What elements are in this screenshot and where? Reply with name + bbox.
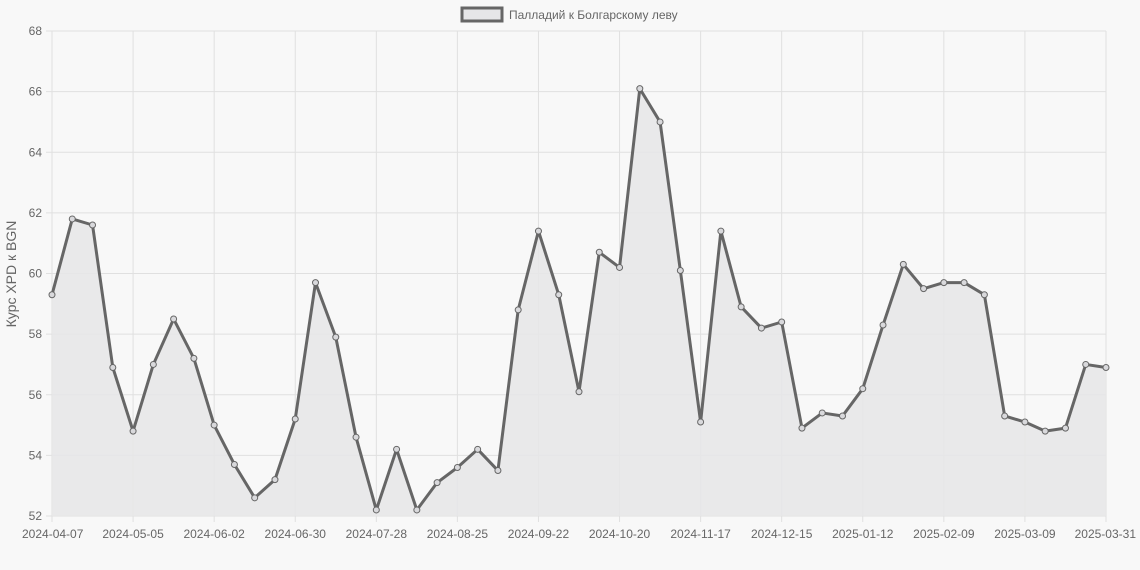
- x-tick-label: 2024-06-30: [265, 527, 327, 541]
- data-point[interactable]: [48, 291, 56, 299]
- data-point[interactable]: [89, 221, 97, 229]
- series-area: [52, 88, 1106, 516]
- legend[interactable]: Палладий к Болгарскому леву: [460, 6, 678, 23]
- data-point[interactable]: [778, 318, 786, 326]
- x-tick-label: 2024-04-07: [22, 527, 84, 541]
- x-tick-label: 2024-09-22: [508, 527, 570, 541]
- data-point[interactable]: [737, 303, 745, 311]
- data-point[interactable]: [68, 215, 76, 223]
- x-tick-label: 2024-11-17: [670, 527, 731, 541]
- data-point[interactable]: [474, 445, 482, 453]
- data-point[interactable]: [1082, 360, 1090, 368]
- data-point[interactable]: [717, 227, 725, 235]
- y-tick-label: 68: [29, 24, 43, 38]
- data-point[interactable]: [899, 260, 907, 268]
- data-point[interactable]: [575, 388, 583, 396]
- data-point[interactable]: [697, 418, 705, 426]
- data-point[interactable]: [1021, 418, 1029, 426]
- legend-swatch[interactable]: [460, 6, 504, 23]
- x-tick-label: 2024-06-02: [183, 527, 245, 541]
- data-point[interactable]: [616, 263, 624, 271]
- data-point[interactable]: [413, 506, 421, 514]
- data-point[interactable]: [636, 85, 644, 93]
- data-point[interactable]: [190, 354, 198, 362]
- data-point[interactable]: [1001, 412, 1009, 420]
- y-tick-label: 60: [29, 267, 43, 281]
- data-point[interactable]: [453, 464, 461, 471]
- data-point[interactable]: [372, 506, 380, 514]
- data-point[interactable]: [798, 424, 806, 432]
- data-point[interactable]: [251, 494, 259, 502]
- data-point[interactable]: [960, 279, 968, 287]
- data-point[interactable]: [210, 421, 218, 429]
- data-point[interactable]: [393, 445, 401, 453]
- data-point[interactable]: [332, 333, 340, 341]
- data-points: [48, 85, 1110, 514]
- data-point[interactable]: [757, 324, 765, 332]
- data-point[interactable]: [920, 285, 928, 293]
- y-tick-label: 64: [29, 145, 43, 159]
- x-tick-label: 2024-08-25: [427, 527, 489, 541]
- x-tick-label: 2025-03-09: [994, 527, 1056, 541]
- y-tick-label: 66: [29, 85, 43, 99]
- data-point[interactable]: [433, 479, 441, 487]
- data-point[interactable]: [1041, 427, 1049, 435]
- data-point[interactable]: [534, 227, 542, 235]
- x-tick-label: 2024-05-05: [102, 527, 164, 541]
- data-point[interactable]: [595, 248, 603, 256]
- x-tick-label: 2025-01-12: [832, 527, 894, 541]
- data-point[interactable]: [352, 433, 360, 441]
- data-point[interactable]: [230, 460, 238, 468]
- y-tick-label: 52: [29, 509, 43, 523]
- legend-label[interactable]: Палладий к Болгарскому леву: [509, 8, 678, 22]
- data-point[interactable]: [271, 476, 279, 484]
- data-point[interactable]: [170, 315, 178, 323]
- data-point[interactable]: [839, 412, 846, 420]
- data-point[interactable]: [494, 467, 502, 475]
- data-point[interactable]: [879, 321, 887, 329]
- y-tick-label: 54: [29, 448, 43, 462]
- data-point[interactable]: [1102, 363, 1110, 371]
- data-point[interactable]: [980, 291, 988, 299]
- x-tick-label: 2024-10-20: [589, 527, 651, 541]
- data-point[interactable]: [312, 279, 319, 287]
- data-point[interactable]: [676, 266, 684, 274]
- x-tick-label: 2025-03-31: [1075, 527, 1137, 541]
- x-axis-ticks: 2024-04-07 2024-05-05 2024-06-02 2024-06-30…: [22, 527, 1136, 541]
- y-axis-title: Курс XPD к BGN: [3, 221, 19, 328]
- data-point[interactable]: [149, 360, 157, 368]
- x-tick-label: 2024-12-15: [751, 527, 813, 541]
- y-axis-ticks: 52 54 56 58 60 62 64 66 68: [29, 24, 43, 523]
- data-point[interactable]: [129, 427, 137, 435]
- data-point[interactable]: [859, 385, 867, 393]
- y-tick-label: 62: [29, 206, 43, 220]
- data-point[interactable]: [109, 363, 117, 371]
- data-point[interactable]: [818, 409, 826, 417]
- x-tick-label: 2024-07-28: [346, 527, 408, 541]
- data-point[interactable]: [514, 306, 522, 314]
- data-point[interactable]: [291, 415, 299, 423]
- data-point[interactable]: [940, 279, 948, 287]
- data-point[interactable]: [1061, 424, 1069, 432]
- series-area-fill: [52, 88, 1106, 516]
- y-tick-label: 56: [29, 388, 43, 402]
- data-point[interactable]: [656, 118, 664, 126]
- y-tick-label: 58: [29, 327, 43, 341]
- data-point[interactable]: [555, 291, 563, 299]
- x-tick-label: 2025-02-09: [913, 527, 975, 541]
